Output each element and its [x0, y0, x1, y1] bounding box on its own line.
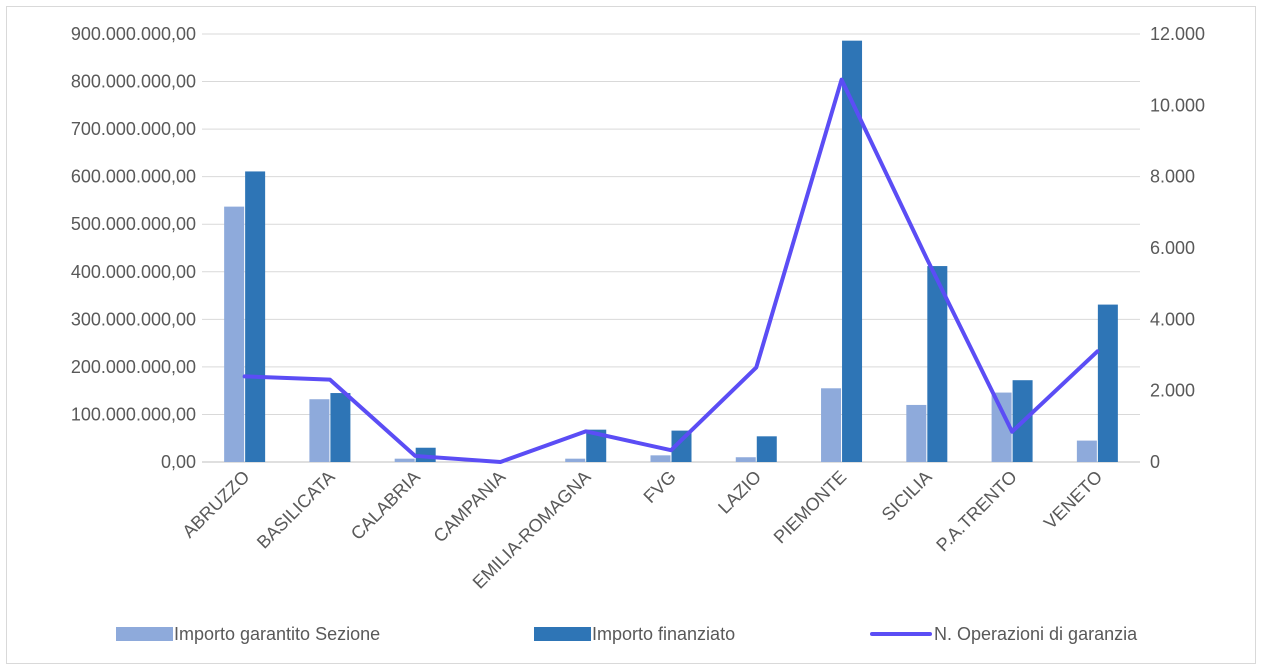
series-line — [242, 77, 1100, 464]
bar — [650, 455, 671, 462]
x-axis-tick-label: CAMPANIA — [430, 467, 510, 547]
right-axis-tick-label: 4.000 — [1150, 309, 1195, 329]
left-axis-tick-label: 800.000.000,00 — [71, 72, 196, 92]
left-axis-tick-label: 300.000.000,00 — [71, 309, 196, 329]
legend-swatch — [534, 627, 591, 641]
right-axis-tick-label: 10.000 — [1150, 95, 1205, 115]
x-axis-tick-label: PIEMONTE — [770, 467, 851, 548]
x-axis-tick-label: CALABRIA — [347, 467, 424, 544]
legend-label: N. Operazioni di garanzia — [934, 624, 1138, 644]
right-axis-tick-label: 0 — [1150, 452, 1160, 472]
x-axis-tick-label: ABRUZZO — [179, 467, 254, 542]
bar — [245, 171, 266, 463]
chart-frame — [6, 6, 1256, 664]
bar — [309, 399, 330, 462]
x-axis-tick-label: P.A.TRENTO — [932, 467, 1021, 556]
legend-label: Importo finanziato — [592, 624, 735, 644]
bar — [906, 404, 927, 462]
left-axis-tick-label: 200.000.000,00 — [71, 357, 196, 377]
legend-swatch — [116, 627, 173, 641]
left-axis-tick-label: 500.000.000,00 — [71, 214, 196, 234]
bar — [224, 206, 245, 462]
legend-label: Importo garantito Sezione — [174, 624, 380, 644]
bar — [394, 458, 415, 462]
x-axis-tick-label: BASILICATA — [253, 467, 339, 553]
bars — [224, 40, 1118, 463]
bar — [927, 266, 948, 462]
right-axis-tick-label: 12.000 — [1150, 24, 1205, 44]
right-axis-tick-label: 8.000 — [1150, 167, 1195, 187]
bar — [756, 436, 777, 462]
left-axis-tick-label: 100.000.000,00 — [71, 404, 196, 424]
left-axis-tick-label: 900.000.000,00 — [71, 24, 196, 44]
bar — [842, 40, 863, 462]
bar — [735, 457, 756, 462]
bar — [991, 392, 1012, 462]
left-axis-ticks: 0,00 100.000.000,00 200.000.000,00 300.000.… — [71, 24, 196, 472]
x-axis-ticks: ABRUZZO BASILICATA CALABRIA CAMPANIAEMILIA-… — [179, 467, 1107, 593]
bar — [1076, 440, 1097, 462]
x-axis-tick-label: FVG — [640, 467, 680, 507]
bar — [330, 393, 351, 462]
left-axis-tick-label: 600.000.000,00 — [71, 167, 196, 187]
gridlines — [202, 33, 1140, 463]
bar — [565, 458, 586, 462]
x-axis-tick-label: LAZIO — [714, 467, 765, 518]
right-axis-tick-label: 2.000 — [1150, 381, 1195, 401]
right-axis-tick-label: 6.000 — [1150, 238, 1195, 258]
right-axis-ticks: 0 2.000 4.000 6.000 8.000 10.000 12.000 — [1150, 24, 1205, 472]
bar — [671, 430, 692, 462]
bar — [586, 429, 607, 462]
x-axis-tick-label: VENETO — [1040, 467, 1106, 533]
left-axis-tick-label: 400.000.000,00 — [71, 262, 196, 282]
bar — [821, 388, 842, 462]
legend: Importo garantito Sezione Importo finanzi… — [116, 624, 1138, 644]
left-axis-tick-label: 0,00 — [161, 452, 196, 472]
x-axis-tick-label: SICILIA — [878, 467, 936, 525]
bar — [1097, 304, 1118, 462]
left-axis-tick-label: 700.000.000,00 — [71, 119, 196, 139]
line-series — [242, 77, 1100, 464]
